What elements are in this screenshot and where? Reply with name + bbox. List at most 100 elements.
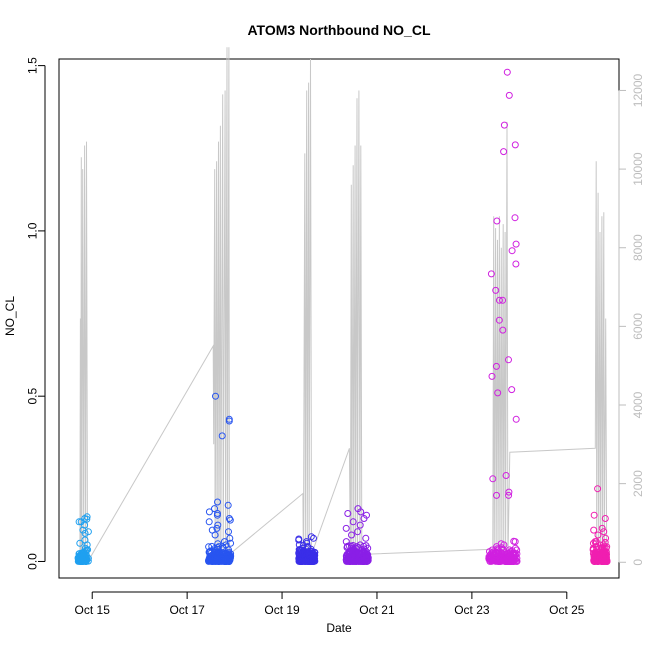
data-point: [225, 528, 232, 536]
data-point: [224, 501, 232, 509]
data-point: [602, 534, 610, 542]
data-point: [295, 536, 303, 544]
series-1: [74, 513, 92, 565]
data-point: [205, 548, 213, 556]
data-point: [214, 521, 222, 529]
data-point: [213, 524, 221, 532]
data-point: [348, 531, 355, 539]
data-point: [601, 515, 609, 522]
data-point: [303, 539, 311, 547]
x-axis-label: Date: [326, 621, 352, 635]
y-tick-label: 0.0: [25, 553, 39, 570]
data-point: [497, 540, 505, 548]
data-point: [505, 356, 512, 364]
series-2: [205, 392, 235, 565]
x-tick-label: Oct 17: [169, 603, 205, 617]
data-point: [487, 270, 495, 278]
data-point: [345, 542, 353, 550]
data-point: [510, 537, 518, 545]
data-point: [83, 513, 91, 521]
data-point: [306, 550, 314, 558]
data-point: [205, 508, 213, 516]
data-point: [594, 531, 602, 539]
data-point: [603, 543, 611, 551]
data-point: [493, 217, 501, 225]
data-point: [512, 260, 520, 268]
data-point: [223, 550, 231, 558]
data-point: [508, 386, 516, 394]
data-point: [360, 542, 368, 550]
data-point: [360, 515, 368, 522]
data-point: [499, 326, 507, 334]
data-point: [226, 516, 234, 524]
data-point: [488, 372, 496, 380]
data-point: [492, 286, 500, 294]
data-point: [205, 518, 213, 526]
data-point: [592, 538, 600, 546]
data-point: [211, 553, 219, 561]
data-point: [357, 508, 365, 516]
data-point: [212, 392, 219, 400]
data-point: [362, 534, 370, 542]
y-tick-label: 1.5: [25, 57, 39, 74]
data-point: [590, 526, 598, 534]
data-point: [511, 141, 519, 149]
data-point: [351, 556, 359, 564]
data-point: [304, 557, 312, 565]
data-point: [354, 528, 362, 536]
x-tick-label: Oct 21: [359, 603, 395, 617]
series-3: [295, 533, 319, 565]
x-tick-label: Oct 25: [549, 603, 585, 617]
data-point: [598, 524, 606, 532]
data-point: [505, 488, 513, 496]
primary-series-layer: [74, 68, 611, 565]
data-point: [205, 543, 213, 551]
data-point: [499, 296, 507, 304]
data-point: [513, 557, 521, 565]
data-point: [511, 214, 519, 222]
data-point: [501, 557, 508, 565]
data-point: [216, 550, 224, 558]
data-point: [491, 551, 499, 559]
data-point: [84, 546, 92, 554]
data-point: [343, 544, 351, 551]
data-point: [74, 557, 82, 565]
data-point: [75, 518, 83, 526]
data-point: [500, 121, 508, 129]
data-point: [492, 362, 500, 370]
data-point: [344, 510, 352, 517]
data-point: [357, 549, 365, 557]
data-point: [495, 316, 503, 324]
x-tick-label: Oct 23: [454, 603, 490, 617]
data-point: [601, 557, 609, 565]
data-point: [81, 521, 89, 529]
data-point: [307, 533, 315, 541]
secondary-series-layer: [79, 47, 608, 565]
axes-layer: Oct 15 Oct 17 Oct 19 Oct 21 Oct 23 Oct 25 0.0 0…: [25, 57, 645, 617]
data-point: [342, 556, 350, 564]
y-right-tick-label: 6000: [631, 313, 645, 340]
data-point: [511, 555, 519, 563]
data-point: [310, 534, 317, 542]
data-point: [489, 475, 497, 483]
data-point: [503, 68, 511, 76]
y-right-tick-label: 4000: [631, 391, 645, 418]
data-point: [590, 511, 598, 519]
data-point: [498, 549, 506, 557]
y-right-tick-label: 10000: [631, 152, 645, 186]
data-point: [360, 557, 367, 565]
data-point: [83, 541, 91, 549]
data-point: [488, 549, 496, 557]
data-point: [79, 526, 87, 534]
data-point: [512, 415, 520, 423]
series-5: [485, 68, 521, 565]
data-point: [505, 91, 513, 99]
y-axis-label: NO_CL: [3, 296, 17, 336]
data-point: [214, 540, 222, 548]
data-point: [505, 491, 513, 499]
series-6: [589, 485, 611, 565]
y-tick-label: 0.5: [25, 388, 39, 405]
data-point: [495, 296, 503, 304]
data-point: [591, 554, 599, 562]
data-point: [600, 528, 608, 536]
